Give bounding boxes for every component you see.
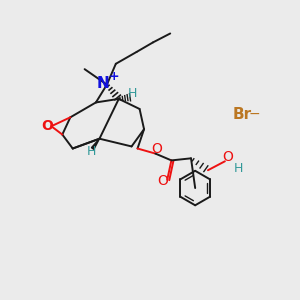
Text: O: O (41, 119, 53, 133)
Text: Br: Br (232, 107, 252, 122)
Polygon shape (92, 139, 100, 149)
Text: −: − (249, 107, 260, 121)
Text: O: O (222, 149, 233, 164)
Text: H: H (128, 87, 137, 100)
Text: N: N (97, 76, 110, 91)
Text: H: H (86, 145, 96, 158)
Text: +: + (108, 70, 119, 83)
Text: H: H (234, 162, 243, 175)
Text: O: O (152, 142, 162, 156)
Text: O: O (157, 174, 168, 188)
